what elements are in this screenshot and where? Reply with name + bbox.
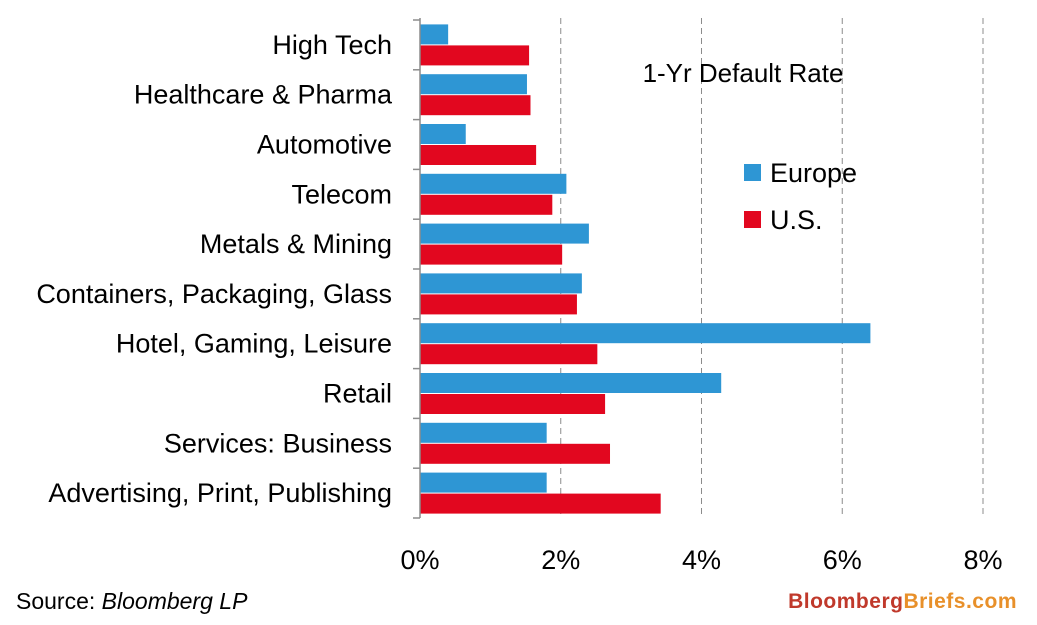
x-tick-label-3: 6% [823, 545, 862, 575]
grid-lines [560, 18, 984, 518]
bar-europe-8 [420, 422, 547, 443]
category-label-1: Healthcare & Pharma [134, 80, 393, 110]
bar-us-2 [420, 145, 537, 165]
bar-us-7 [420, 394, 606, 414]
category-label-4: Metals & Mining [200, 229, 392, 259]
legend: Europe U.S. [744, 158, 857, 235]
x-tick-label-2: 4% [682, 545, 721, 575]
bar-europe-9 [420, 472, 547, 493]
category-label-6: Hotel, Gaming, Leisure [116, 329, 392, 359]
bar-europe-7 [420, 373, 722, 393]
category-label-2: Automotive [257, 130, 392, 160]
bar-us-1 [420, 95, 531, 116]
category-label-8: Services: Business [164, 428, 392, 458]
y-axis [413, 18, 421, 519]
category-label-3: Telecom [291, 179, 392, 209]
bar-us-4 [420, 244, 563, 265]
brand-part-1: Bloomberg [788, 590, 904, 613]
bar-europe-0 [420, 24, 449, 45]
legend-label-europe: Europe [770, 158, 857, 188]
x-tick-label-0: 0% [400, 545, 439, 575]
category-label-5: Containers, Packaging, Glass [36, 279, 392, 309]
x-tick-label-1: 2% [541, 545, 580, 575]
bar-europe-5 [420, 273, 582, 294]
chart-title: 1-Yr Default Rate [643, 58, 844, 88]
bar-us-6 [420, 344, 598, 365]
bar-us-0 [420, 45, 530, 66]
brand-part-2: Briefs.com [903, 590, 1017, 613]
bar-europe-6 [420, 323, 871, 344]
bar-europe-3 [420, 173, 567, 194]
bar-chart: High Tech Healthcare & Pharma Automotive Te… [36, 18, 1003, 575]
bar-us-9 [420, 493, 661, 514]
bars [420, 24, 871, 514]
bar-us-5 [420, 294, 577, 315]
category-label-0: High Tech [272, 30, 392, 60]
category-label-9: Advertising, Print, Publishing [48, 478, 392, 508]
bar-europe-4 [420, 223, 589, 244]
brand-logo: BloombergBriefs.com [788, 590, 1017, 614]
source-prefix: Source: [16, 588, 102, 614]
source-name: Bloomberg LP [101, 588, 248, 614]
bar-us-8 [420, 443, 611, 464]
category-labels: High Tech Healthcare & Pharma Automotive Te… [36, 30, 393, 508]
bar-us-3 [420, 194, 553, 215]
x-tick-label-4: 8% [963, 545, 1002, 575]
category-label-7: Retail [323, 379, 392, 409]
legend-label-us: U.S. [770, 205, 823, 235]
legend-swatch-us [744, 211, 761, 228]
bar-europe-1 [420, 74, 527, 95]
bar-europe-2 [420, 124, 466, 144]
x-tick-labels: 0% 2% 4% 6% 8% [400, 545, 1002, 575]
source-note: Source: Bloomberg LP [16, 588, 247, 615]
legend-swatch-europe [744, 164, 761, 181]
